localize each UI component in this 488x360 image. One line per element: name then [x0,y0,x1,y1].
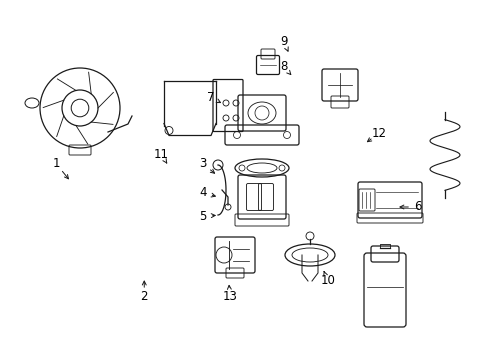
Text: 4: 4 [199,186,206,199]
Text: 1: 1 [52,157,60,170]
Text: 10: 10 [320,274,334,287]
Text: 9: 9 [279,35,287,48]
Text: 7: 7 [206,91,214,104]
Text: 3: 3 [199,157,206,170]
Text: 2: 2 [140,291,148,303]
Text: 12: 12 [371,127,386,140]
Text: 11: 11 [154,148,168,161]
Text: 8: 8 [279,60,287,73]
Text: 13: 13 [222,291,237,303]
Text: 5: 5 [199,210,206,222]
Text: 6: 6 [413,201,421,213]
